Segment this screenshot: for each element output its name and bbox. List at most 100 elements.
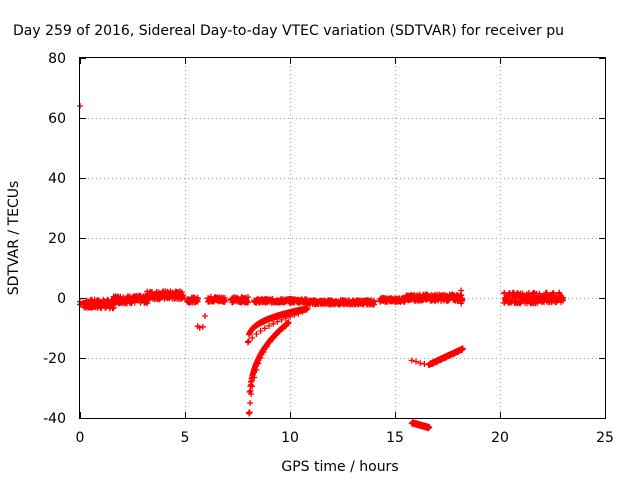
y-tick-label: 0 bbox=[57, 291, 66, 307]
data-point bbox=[116, 296, 123, 303]
data-point bbox=[400, 296, 407, 303]
data-point bbox=[154, 292, 161, 299]
data-point bbox=[295, 310, 302, 317]
data-point bbox=[429, 294, 436, 301]
data-point bbox=[179, 292, 186, 299]
data-point bbox=[291, 312, 298, 319]
data-point bbox=[211, 295, 218, 302]
data-point bbox=[455, 292, 461, 299]
data-point bbox=[282, 315, 289, 322]
plot-frame bbox=[79, 57, 606, 419]
data-point bbox=[245, 338, 251, 345]
data-point bbox=[438, 294, 445, 301]
data-point bbox=[199, 323, 206, 330]
data-point bbox=[413, 295, 419, 302]
data-point bbox=[112, 298, 119, 304]
data-point bbox=[80, 299, 87, 306]
data-point bbox=[425, 361, 432, 368]
data-point bbox=[408, 357, 415, 364]
data-point bbox=[186, 297, 193, 304]
data-point bbox=[295, 298, 302, 305]
data-point bbox=[417, 360, 424, 367]
data-point bbox=[257, 328, 264, 334]
data-point bbox=[522, 297, 529, 304]
chart-title: Day 259 of 2016, Sidereal Day-to-day VTE… bbox=[13, 23, 564, 39]
x-tick-label: 15 bbox=[386, 430, 404, 446]
data-point bbox=[267, 338, 274, 345]
axis-ticks bbox=[80, 58, 606, 419]
data-point bbox=[108, 300, 115, 307]
data-point bbox=[446, 352, 453, 359]
x-tick-label: 20 bbox=[491, 430, 509, 446]
data-point bbox=[263, 343, 270, 350]
x-tick-labels: 0 5 10 15 20 25 bbox=[76, 430, 614, 446]
data-point bbox=[550, 289, 557, 296]
data-point bbox=[238, 296, 245, 303]
data-point bbox=[279, 325, 286, 332]
y-tick-labels: -40 -20 0 20 40 60 80 bbox=[43, 51, 66, 427]
data-point bbox=[413, 358, 419, 365]
data-point bbox=[421, 294, 428, 301]
x-tick-label: 5 bbox=[181, 430, 190, 446]
data-point bbox=[215, 297, 222, 304]
data-point bbox=[455, 349, 461, 355]
y-tick-label: 60 bbox=[48, 111, 66, 127]
data-point bbox=[333, 298, 340, 305]
data-point bbox=[282, 298, 289, 304]
data-point bbox=[324, 298, 331, 305]
data-point bbox=[459, 346, 466, 353]
data-point bbox=[274, 297, 281, 304]
data-point bbox=[366, 298, 373, 304]
data-point bbox=[175, 290, 182, 297]
data-point bbox=[246, 409, 253, 416]
data-point bbox=[543, 289, 550, 296]
data-point bbox=[163, 292, 170, 299]
data-point bbox=[426, 424, 433, 430]
plot-area bbox=[77, 103, 566, 432]
data-point bbox=[129, 294, 136, 301]
data-point bbox=[230, 296, 237, 303]
data-point bbox=[89, 304, 96, 310]
data-point bbox=[429, 361, 436, 367]
y-axis-label: SDTVAR / TECUs bbox=[6, 181, 22, 296]
data-point bbox=[245, 294, 251, 301]
data-point bbox=[196, 324, 203, 331]
data-point bbox=[167, 290, 174, 297]
data-point bbox=[102, 304, 109, 311]
data-point bbox=[201, 313, 208, 319]
data-point bbox=[98, 303, 104, 310]
y-tick-label: 20 bbox=[48, 231, 66, 247]
data-point bbox=[308, 297, 314, 304]
data-point bbox=[251, 374, 258, 381]
data-point bbox=[178, 289, 185, 296]
data-point bbox=[83, 302, 90, 309]
data-point bbox=[273, 331, 280, 338]
data-point bbox=[253, 367, 260, 373]
data-point bbox=[458, 300, 465, 307]
data-point bbox=[249, 383, 256, 390]
data-point bbox=[350, 299, 356, 306]
data-point bbox=[261, 325, 268, 332]
data-point bbox=[158, 294, 165, 301]
data-point bbox=[278, 316, 285, 323]
data-point bbox=[299, 308, 306, 315]
data-point bbox=[207, 296, 214, 303]
data-point bbox=[93, 302, 100, 309]
data-point bbox=[404, 295, 411, 302]
data-point bbox=[86, 298, 93, 305]
data-point bbox=[248, 391, 255, 397]
x-tick-label: 10 bbox=[281, 430, 299, 446]
data-point bbox=[285, 319, 292, 326]
x-tick-label: 25 bbox=[596, 430, 614, 446]
data-point bbox=[255, 360, 262, 367]
data-point bbox=[150, 293, 157, 300]
data-point bbox=[518, 295, 524, 302]
data-point bbox=[442, 355, 449, 361]
x-axis-label: GPS time / hours bbox=[281, 459, 398, 475]
data-point bbox=[146, 291, 153, 298]
data-point bbox=[260, 349, 267, 355]
data-point bbox=[137, 295, 144, 302]
data-point bbox=[110, 304, 117, 311]
data-point bbox=[459, 296, 466, 303]
